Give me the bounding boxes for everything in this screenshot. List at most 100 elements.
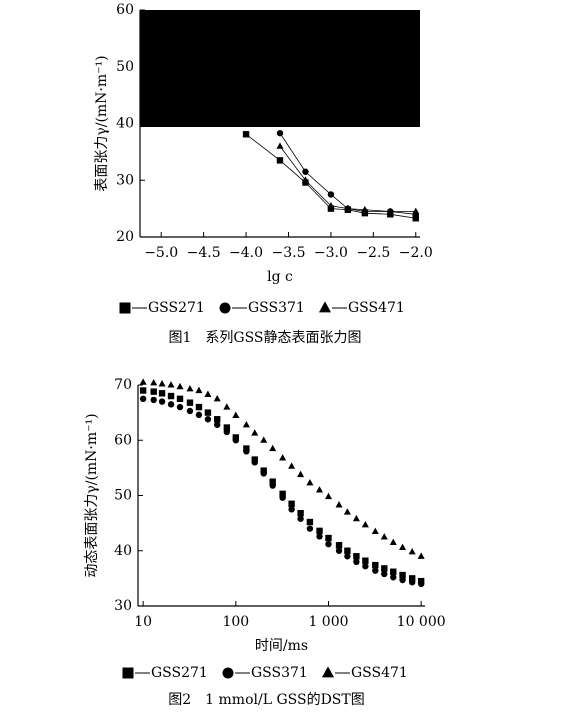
point (399, 576, 406, 584)
y-tick-label: 40 (114, 543, 132, 559)
point (158, 380, 166, 387)
point (412, 215, 419, 222)
point (306, 525, 314, 532)
point (251, 459, 258, 466)
redaction-box (140, 10, 420, 127)
point (195, 403, 203, 411)
point (167, 401, 175, 408)
legend-label: GSS271 (151, 665, 208, 681)
legend-marker (222, 667, 234, 679)
legend-marker (122, 667, 134, 679)
point (214, 421, 221, 428)
x-axis-label: 时间/ms (255, 638, 308, 654)
point (417, 552, 425, 559)
x-tick-label: −4.0 (229, 245, 263, 261)
x-tick-label: 100 (222, 614, 249, 630)
point (344, 204, 352, 212)
point (399, 543, 407, 550)
point (390, 574, 397, 581)
figure-caption: 图2 1 mmol/L GSS的DST图 (168, 692, 364, 708)
point (213, 394, 221, 402)
point (150, 378, 158, 386)
y-tick-label: 40 (116, 116, 134, 132)
point (297, 509, 304, 517)
point (243, 448, 250, 455)
y-tick-label: 30 (114, 598, 132, 614)
point (242, 420, 250, 428)
point (276, 129, 284, 137)
y-tick-label: 70 (114, 377, 132, 393)
point (223, 424, 231, 431)
point (297, 515, 304, 522)
point (316, 527, 323, 535)
point (417, 580, 425, 588)
point (306, 518, 314, 526)
figure-caption: 图1 系列GSS静态表面张力图 (168, 330, 361, 346)
point (306, 478, 314, 486)
point (361, 520, 369, 528)
legend-marker (321, 666, 335, 678)
point (325, 534, 332, 542)
point (176, 395, 184, 403)
point (150, 396, 157, 404)
point (150, 388, 157, 395)
point (335, 501, 343, 508)
legend-marker (119, 302, 131, 314)
x-tick-label: −5.0 (144, 245, 178, 261)
point (324, 492, 333, 500)
point (362, 563, 369, 570)
point (276, 157, 284, 164)
point (344, 547, 351, 554)
legend-label: GSS471 (348, 300, 405, 316)
point (381, 570, 388, 578)
point (204, 409, 212, 416)
y-axis-label: 动态表面张力γ/(mN·m⁻¹) (84, 413, 100, 577)
point (204, 416, 212, 423)
y-tick-label: 30 (116, 172, 134, 188)
series-line (245, 133, 416, 219)
legend-marker (219, 302, 231, 314)
y-tick-label: 60 (116, 2, 134, 18)
y-axis-label: 表面张力γ/(mN·m⁻¹) (94, 55, 110, 191)
point (288, 500, 295, 507)
point (302, 168, 309, 175)
legend-label: GSS371 (248, 300, 305, 316)
point (353, 553, 360, 560)
point (186, 407, 194, 415)
point (353, 558, 360, 565)
point (204, 390, 212, 397)
x-tick-label: −2.5 (356, 245, 390, 261)
x-tick-label: −3.5 (271, 245, 305, 261)
point (325, 540, 332, 548)
point (279, 454, 287, 461)
point (276, 142, 284, 149)
point (390, 568, 397, 575)
point (408, 579, 416, 586)
point (139, 395, 147, 403)
point (297, 470, 305, 478)
point (381, 565, 388, 572)
legend-label: GSS271 (148, 300, 205, 316)
point (372, 561, 379, 569)
point (269, 482, 276, 489)
point (386, 207, 394, 215)
point (195, 411, 203, 419)
point (260, 436, 268, 443)
point (269, 478, 276, 485)
point (399, 571, 406, 579)
point (251, 429, 259, 436)
point (158, 398, 166, 405)
point (260, 470, 267, 477)
point (158, 390, 166, 397)
legend-label: GSS371 (251, 665, 308, 681)
x-tick-label: −2.0 (399, 245, 433, 261)
point (139, 378, 147, 385)
point (176, 403, 184, 411)
legend-marker (318, 301, 332, 313)
point (361, 205, 369, 213)
point (288, 462, 296, 469)
point (408, 575, 416, 582)
point (372, 567, 379, 574)
y-tick-label: 50 (116, 59, 134, 75)
point (242, 131, 250, 138)
